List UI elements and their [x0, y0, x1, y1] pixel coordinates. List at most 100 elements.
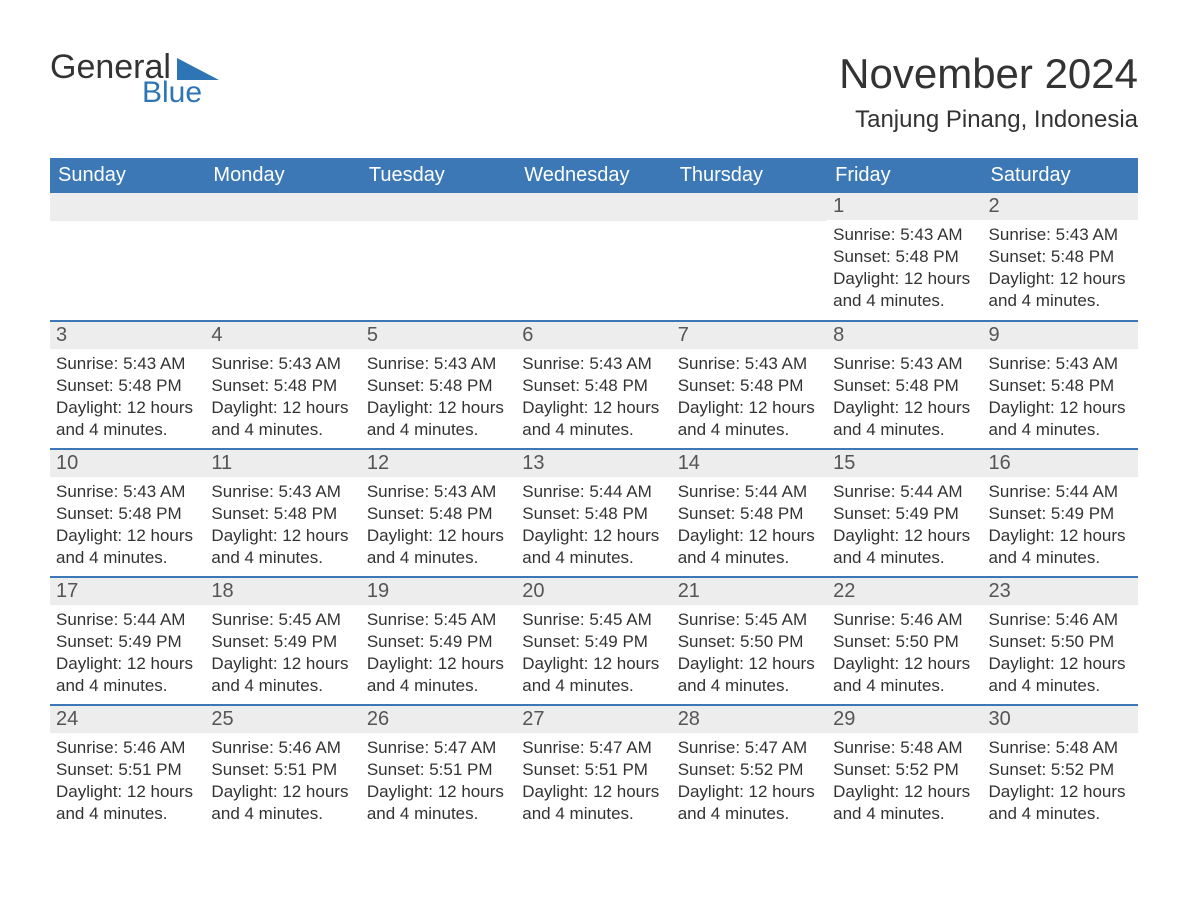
daylight-text: Daylight: 12 hours and 4 minutes.	[56, 781, 199, 825]
day-number: 17	[50, 578, 205, 605]
day-number-empty	[50, 193, 205, 221]
daylight-text: Daylight: 12 hours and 4 minutes.	[989, 397, 1132, 441]
sunrise-text: Sunrise: 5:43 AM	[989, 353, 1132, 375]
day-body: Sunrise: 5:44 AMSunset: 5:49 PMDaylight:…	[983, 477, 1138, 575]
sunrise-text: Sunrise: 5:46 AM	[211, 737, 354, 759]
sunrise-text: Sunrise: 5:43 AM	[989, 224, 1132, 246]
daylight-text: Daylight: 12 hours and 4 minutes.	[367, 525, 510, 569]
calendar-cell: 22Sunrise: 5:46 AMSunset: 5:50 PMDayligh…	[827, 577, 982, 705]
sunset-text: Sunset: 5:49 PM	[367, 631, 510, 653]
day-body: Sunrise: 5:45 AMSunset: 5:49 PMDaylight:…	[516, 605, 671, 703]
sunset-text: Sunset: 5:48 PM	[678, 375, 821, 397]
day-body: Sunrise: 5:46 AMSunset: 5:50 PMDaylight:…	[827, 605, 982, 703]
daylight-text: Daylight: 12 hours and 4 minutes.	[367, 653, 510, 697]
day-number: 25	[205, 706, 360, 733]
calendar-week: 10Sunrise: 5:43 AMSunset: 5:48 PMDayligh…	[50, 449, 1138, 577]
calendar-cell: 25Sunrise: 5:46 AMSunset: 5:51 PMDayligh…	[205, 705, 360, 833]
day-body: Sunrise: 5:43 AMSunset: 5:48 PMDaylight:…	[827, 220, 982, 318]
sunrise-text: Sunrise: 5:43 AM	[367, 353, 510, 375]
sunset-text: Sunset: 5:48 PM	[522, 503, 665, 525]
sunrise-text: Sunrise: 5:43 AM	[211, 481, 354, 503]
calendar-head: Sunday Monday Tuesday Wednesday Thursday…	[50, 158, 1138, 193]
calendar-cell: 17Sunrise: 5:44 AMSunset: 5:49 PMDayligh…	[50, 577, 205, 705]
day-number: 9	[983, 322, 1138, 349]
calendar-cell: 1Sunrise: 5:43 AMSunset: 5:48 PMDaylight…	[827, 193, 982, 321]
daylight-text: Daylight: 12 hours and 4 minutes.	[989, 781, 1132, 825]
day-number: 22	[827, 578, 982, 605]
day-number: 24	[50, 706, 205, 733]
sunset-text: Sunset: 5:51 PM	[367, 759, 510, 781]
day-number: 30	[983, 706, 1138, 733]
calendar-week: 3Sunrise: 5:43 AMSunset: 5:48 PMDaylight…	[50, 321, 1138, 449]
daylight-text: Daylight: 12 hours and 4 minutes.	[367, 781, 510, 825]
day-body: Sunrise: 5:44 AMSunset: 5:49 PMDaylight:…	[50, 605, 205, 703]
day-number: 4	[205, 322, 360, 349]
sunset-text: Sunset: 5:48 PM	[833, 246, 976, 268]
calendar-week: 1Sunrise: 5:43 AMSunset: 5:48 PMDaylight…	[50, 193, 1138, 321]
day-body: Sunrise: 5:44 AMSunset: 5:48 PMDaylight:…	[672, 477, 827, 575]
sunrise-text: Sunrise: 5:45 AM	[678, 609, 821, 631]
calendar-cell	[516, 193, 671, 321]
sunset-text: Sunset: 5:52 PM	[833, 759, 976, 781]
calendar-cell: 8Sunrise: 5:43 AMSunset: 5:48 PMDaylight…	[827, 321, 982, 449]
daylight-text: Daylight: 12 hours and 4 minutes.	[678, 653, 821, 697]
calendar-cell: 19Sunrise: 5:45 AMSunset: 5:49 PMDayligh…	[361, 577, 516, 705]
day-number: 3	[50, 322, 205, 349]
calendar-cell: 4Sunrise: 5:43 AMSunset: 5:48 PMDaylight…	[205, 321, 360, 449]
sunrise-text: Sunrise: 5:45 AM	[367, 609, 510, 631]
calendar-cell: 2Sunrise: 5:43 AMSunset: 5:48 PMDaylight…	[983, 193, 1138, 321]
day-number: 12	[361, 450, 516, 477]
day-number: 23	[983, 578, 1138, 605]
sunset-text: Sunset: 5:50 PM	[989, 631, 1132, 653]
calendar-cell: 14Sunrise: 5:44 AMSunset: 5:48 PMDayligh…	[672, 449, 827, 577]
day-body: Sunrise: 5:43 AMSunset: 5:48 PMDaylight:…	[672, 349, 827, 447]
day-number-empty	[361, 193, 516, 221]
day-number: 21	[672, 578, 827, 605]
day-body: Sunrise: 5:46 AMSunset: 5:50 PMDaylight:…	[983, 605, 1138, 703]
day-body: Sunrise: 5:48 AMSunset: 5:52 PMDaylight:…	[827, 733, 982, 831]
weekday-sunday: Sunday	[50, 158, 205, 193]
daylight-text: Daylight: 12 hours and 4 minutes.	[522, 653, 665, 697]
daylight-text: Daylight: 12 hours and 4 minutes.	[989, 653, 1132, 697]
sunrise-text: Sunrise: 5:46 AM	[833, 609, 976, 631]
sunset-text: Sunset: 5:48 PM	[989, 375, 1132, 397]
day-body: Sunrise: 5:43 AMSunset: 5:48 PMDaylight:…	[516, 349, 671, 447]
day-number: 2	[983, 193, 1138, 220]
sunset-text: Sunset: 5:49 PM	[211, 631, 354, 653]
weekday-monday: Monday	[205, 158, 360, 193]
day-number: 29	[827, 706, 982, 733]
day-body: Sunrise: 5:45 AMSunset: 5:50 PMDaylight:…	[672, 605, 827, 703]
sunset-text: Sunset: 5:48 PM	[522, 375, 665, 397]
day-body: Sunrise: 5:45 AMSunset: 5:49 PMDaylight:…	[361, 605, 516, 703]
calendar-cell	[672, 193, 827, 321]
day-number: 13	[516, 450, 671, 477]
month-title: November 2024	[839, 50, 1138, 98]
day-number-empty	[672, 193, 827, 221]
calendar-table: Sunday Monday Tuesday Wednesday Thursday…	[50, 158, 1138, 833]
day-number: 18	[205, 578, 360, 605]
sunset-text: Sunset: 5:49 PM	[989, 503, 1132, 525]
daylight-text: Daylight: 12 hours and 4 minutes.	[833, 397, 976, 441]
day-number-empty	[516, 193, 671, 221]
sunset-text: Sunset: 5:48 PM	[56, 503, 199, 525]
sunset-text: Sunset: 5:51 PM	[211, 759, 354, 781]
logo-text-blue: Blue	[142, 78, 202, 108]
day-number: 16	[983, 450, 1138, 477]
day-number: 28	[672, 706, 827, 733]
logo: General Blue	[50, 50, 219, 108]
daylight-text: Daylight: 12 hours and 4 minutes.	[211, 525, 354, 569]
sunset-text: Sunset: 5:48 PM	[367, 375, 510, 397]
sunrise-text: Sunrise: 5:44 AM	[522, 481, 665, 503]
day-body: Sunrise: 5:43 AMSunset: 5:48 PMDaylight:…	[361, 349, 516, 447]
daylight-text: Daylight: 12 hours and 4 minutes.	[56, 653, 199, 697]
sunrise-text: Sunrise: 5:43 AM	[56, 481, 199, 503]
daylight-text: Daylight: 12 hours and 4 minutes.	[522, 781, 665, 825]
sunset-text: Sunset: 5:49 PM	[56, 631, 199, 653]
weekday-wednesday: Wednesday	[516, 158, 671, 193]
calendar-week: 24Sunrise: 5:46 AMSunset: 5:51 PMDayligh…	[50, 705, 1138, 833]
day-body: Sunrise: 5:43 AMSunset: 5:48 PMDaylight:…	[827, 349, 982, 447]
day-number: 7	[672, 322, 827, 349]
day-number: 15	[827, 450, 982, 477]
day-number: 1	[827, 193, 982, 220]
day-body: Sunrise: 5:48 AMSunset: 5:52 PMDaylight:…	[983, 733, 1138, 831]
